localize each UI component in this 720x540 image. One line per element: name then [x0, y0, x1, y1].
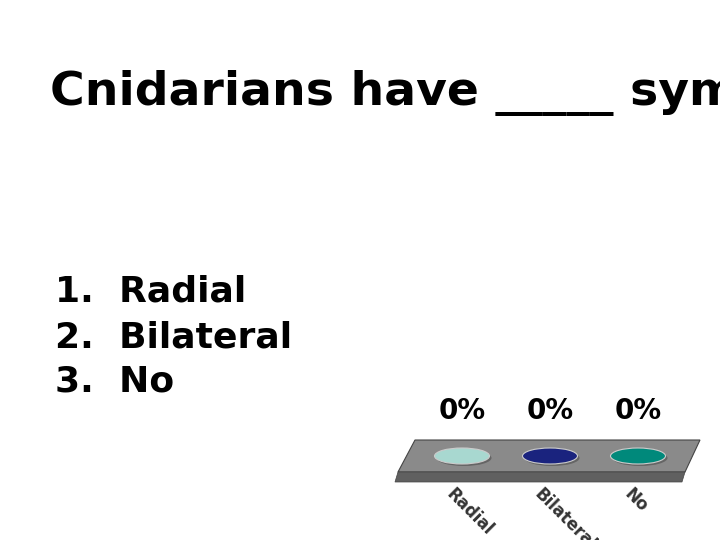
Text: 2.  Bilateral: 2. Bilateral [55, 320, 292, 354]
Text: 3.  No: 3. No [55, 365, 174, 399]
Text: Bilateral: Bilateral [530, 485, 599, 540]
Text: No: No [620, 485, 651, 516]
Text: 0%: 0% [438, 397, 485, 425]
Text: 1.  Radial: 1. Radial [55, 275, 246, 309]
Text: Cnidarians have _____ symmetry: Cnidarians have _____ symmetry [50, 70, 720, 116]
Ellipse shape [613, 450, 667, 466]
Ellipse shape [524, 450, 580, 466]
Polygon shape [398, 440, 700, 472]
Ellipse shape [434, 448, 490, 464]
Ellipse shape [436, 450, 492, 466]
Text: 0%: 0% [526, 397, 574, 425]
Ellipse shape [611, 448, 665, 464]
Text: Radial: Radial [442, 485, 496, 539]
Text: 0%: 0% [614, 397, 662, 425]
Polygon shape [395, 472, 685, 482]
Ellipse shape [523, 448, 577, 464]
